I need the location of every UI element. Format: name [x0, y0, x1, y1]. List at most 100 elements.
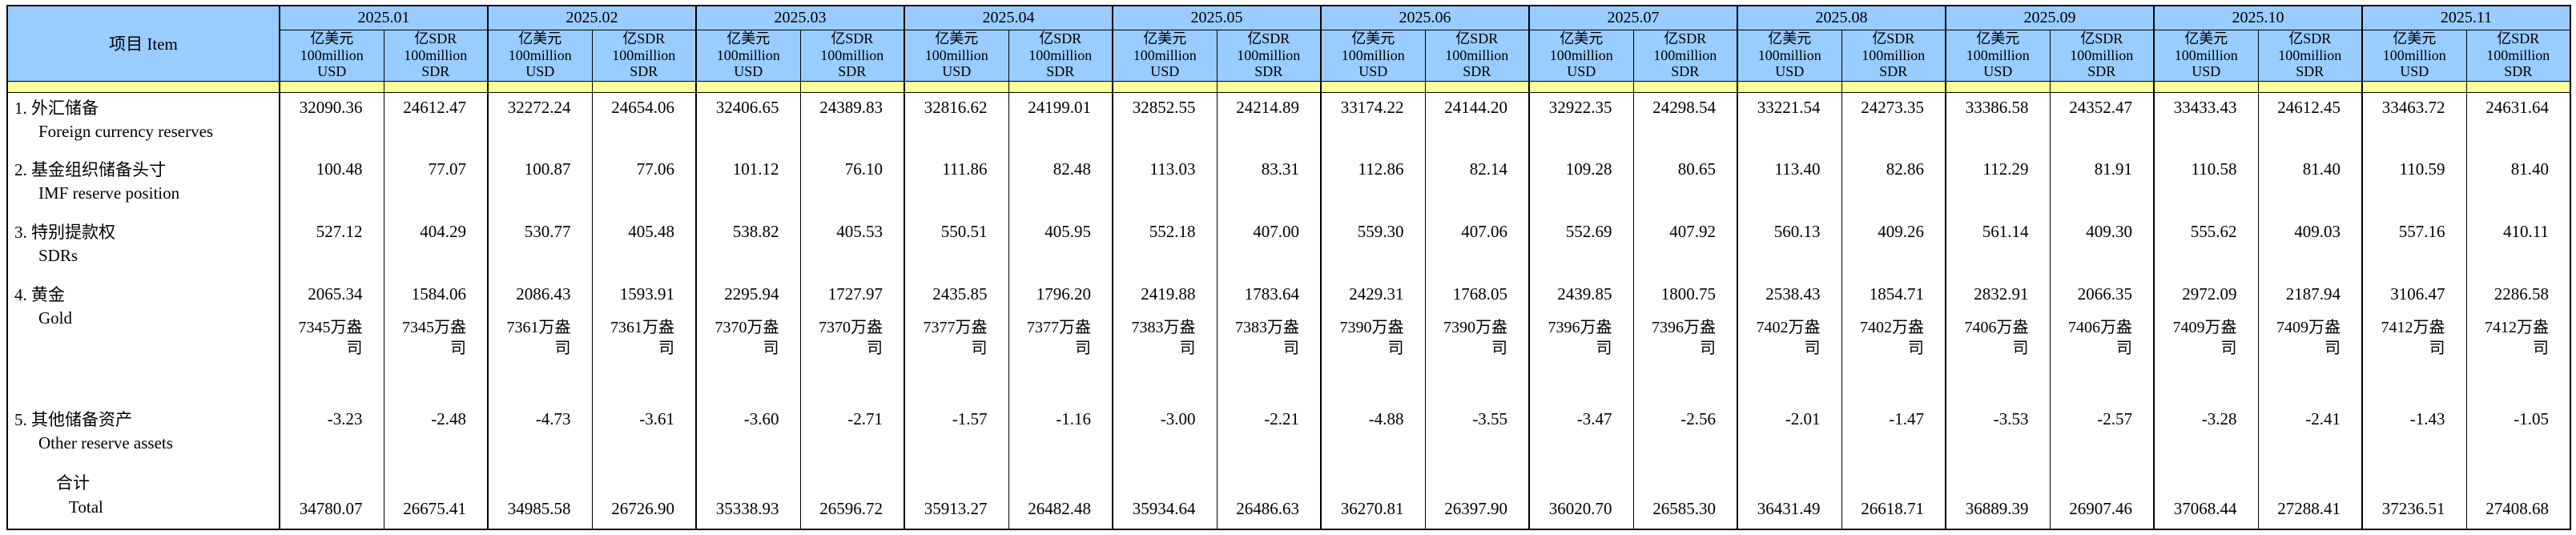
unit-sdr-cell: 亿SDR 100million SDR — [2465, 30, 2571, 82]
value-text: 404.29 — [420, 222, 466, 241]
value-text: -2.41 — [2305, 409, 2341, 428]
value-text: 110.58 — [2191, 159, 2237, 179]
value-cell-usd: -3.53 — [1945, 404, 2050, 467]
separator-cell — [1841, 81, 1946, 93]
value-cell-sdr: -2.41 — [2257, 404, 2362, 467]
separator-cell — [1112, 81, 1217, 93]
value-cell-usd: 2435.85 7377万盎司 — [904, 280, 1008, 404]
value-cell-usd: 2295.94 7370万盎司 — [695, 280, 800, 404]
value-cell-sdr: 405.95 — [1008, 217, 1113, 280]
row-label-en: SDRs — [38, 246, 78, 266]
value-cell-sdr: 407.92 — [1632, 217, 1737, 280]
month-header-cell: 2025.03 — [695, 6, 904, 30]
value-text: -3.53 — [1993, 409, 2029, 428]
value-cell-sdr: 77.06 — [591, 155, 696, 217]
value-cell-usd: 557.16 — [2361, 217, 2466, 280]
unit-line: 100million — [612, 46, 676, 63]
value-text: 82.86 — [1886, 159, 1924, 179]
table-row: 4. 黄金 Gold 2065.34 7345万盎司 1584.06 7345万盎司 208… — [6, 280, 2571, 404]
value-cell-sdr: 24214.89 — [1216, 92, 1321, 155]
table-row: 合计 Total 34780.07 26675.41 34985.58 26726.90 3… — [6, 467, 2571, 529]
value-cell-sdr: 404.29 — [383, 217, 488, 280]
value-cell-sdr: 76.10 — [799, 155, 904, 217]
value-text: -2.71 — [847, 409, 883, 428]
value-cell-usd: 100.48 — [279, 155, 384, 217]
separator-cell — [6, 81, 280, 93]
unit-line: 亿美元 — [935, 30, 979, 46]
unit-line: USD — [1358, 63, 1388, 80]
gold-ounces-text: 7390万盎司 — [1339, 319, 1404, 357]
value-cell-sdr: -3.55 — [1424, 404, 1529, 467]
unit-line: SDR — [2504, 63, 2533, 80]
unit-usd-cell: 亿美元 100million USD — [279, 30, 384, 82]
value-cell-sdr: 2187.94 7409万盎司 — [2257, 280, 2362, 404]
unit-line: 100million — [1028, 46, 1093, 63]
value-text: 110.59 — [2399, 159, 2445, 179]
value-text: 33433.43 — [2173, 97, 2237, 117]
value-text: 2187.94 — [2285, 284, 2341, 304]
row-label-cn: 4. 黄金 — [14, 285, 65, 304]
unit-usd-cell: 亿美元 100million USD — [487, 30, 592, 82]
value-text: 409.03 — [2294, 222, 2341, 241]
unit-line: SDR — [1254, 63, 1283, 80]
unit-line: 100million — [1653, 46, 1717, 63]
gold-ounces-text: 7370万盎司 — [819, 319, 883, 357]
unit-usd-cell: 亿美元 100million USD — [2153, 30, 2258, 82]
value-cell-sdr: 26585.30 — [1632, 467, 1737, 529]
value-text: 33463.72 — [2381, 97, 2445, 117]
gold-ounces-text: 7412万盎司 — [2381, 319, 2445, 357]
unit-line: SDR — [1046, 63, 1075, 80]
value-text: 26907.46 — [2069, 499, 2132, 518]
value-text: 27408.68 — [2485, 499, 2550, 518]
unit-line: 100million — [2278, 46, 2342, 63]
value-text: 410.11 — [2503, 222, 2550, 241]
value-cell-usd: 560.13 — [1737, 217, 1841, 280]
unit-line: 100million — [924, 46, 988, 63]
value-cell-sdr: -2.21 — [1216, 404, 1321, 467]
value-text: 409.26 — [1878, 222, 1924, 241]
month-header-cell: 2025.10 — [2153, 6, 2362, 30]
unit-line: 100million — [716, 46, 780, 63]
unit-usd-cell: 亿美元 100million USD — [1945, 30, 2050, 82]
value-text: 26726.90 — [611, 499, 674, 518]
separator-cell — [2257, 81, 2362, 93]
unit-line: 亿美元 — [310, 30, 354, 46]
value-cell-usd: -4.88 — [1320, 404, 1425, 467]
value-cell-sdr: 409.30 — [2049, 217, 2154, 280]
value-text: 1727.97 — [827, 284, 883, 304]
separator-cell — [904, 81, 1008, 93]
unit-line: 100million — [1757, 46, 1821, 63]
table-row: 5. 其他储备资产 Other reserve assets -3.23 -2.48 -… — [6, 404, 2571, 467]
value-cell-sdr: -2.57 — [2049, 404, 2154, 467]
value-text: 77.06 — [636, 159, 674, 179]
unit-line: 100million — [820, 46, 884, 63]
value-text: 409.30 — [2086, 222, 2132, 241]
separator-cell — [2465, 81, 2571, 93]
value-text: 2439.85 — [1557, 284, 1612, 304]
value-cell-sdr: 24389.83 — [799, 92, 904, 155]
unit-line: 100million — [1341, 46, 1405, 63]
unit-line: SDR — [1671, 63, 1700, 80]
row-label-cn: 5. 其他储备资产 — [14, 410, 132, 429]
value-cell-usd: 32816.62 — [904, 92, 1008, 155]
unit-line: USD — [1567, 63, 1596, 80]
value-text: 24631.64 — [2485, 97, 2550, 117]
value-cell-sdr: -2.56 — [1632, 404, 1737, 467]
gold-ounces-text: 7361万盎司 — [610, 319, 674, 357]
value-text: 32852.55 — [1132, 97, 1196, 117]
value-text: 35913.27 — [924, 499, 988, 518]
value-cell-usd: 101.12 — [695, 155, 800, 217]
value-cell-sdr: 407.00 — [1216, 217, 1321, 280]
value-text: 37068.44 — [2173, 499, 2237, 518]
value-text: -2.21 — [1264, 409, 1299, 428]
unit-line: 亿美元 — [1351, 30, 1395, 46]
month-header-cell: 2025.05 — [1112, 6, 1321, 30]
value-cell-usd: 36020.70 — [1528, 467, 1633, 529]
separator-cell — [2361, 81, 2466, 93]
value-cell-sdr: 82.86 — [1841, 155, 1946, 217]
unit-line: USD — [2400, 63, 2429, 80]
value-text: 112.86 — [1358, 159, 1404, 179]
gold-ounces-text: 7402万盎司 — [1860, 319, 1924, 357]
value-text: 24298.54 — [1652, 97, 1716, 117]
value-text: 27288.41 — [2277, 499, 2341, 518]
